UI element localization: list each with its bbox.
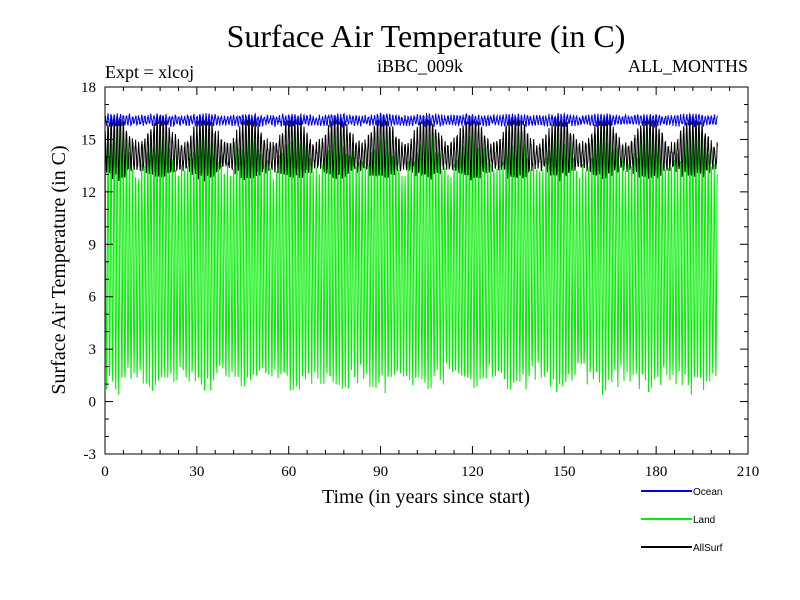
x-tick-label: 60 xyxy=(281,464,296,480)
series-line-allsurf xyxy=(104,112,718,182)
legend: Ocean Land AllSurf xyxy=(641,487,723,554)
y-axis-label: Surface Air Temperature (in C) xyxy=(48,145,70,394)
legend-label-allsurf: AllSurf xyxy=(693,543,723,554)
y-tick-label: -3 xyxy=(84,447,97,463)
subtitle-left: Expt = xlcoj xyxy=(105,62,194,82)
series-layer xyxy=(104,111,718,396)
y-tick-label: 9 xyxy=(89,237,97,253)
y-tick-label: 12 xyxy=(81,185,96,201)
x-tick-label: 0 xyxy=(101,464,109,480)
series-line-land xyxy=(104,123,718,396)
legend-label-land: Land xyxy=(693,515,715,526)
x-tick-label: 30 xyxy=(189,464,204,480)
chart-title: Surface Air Temperature (in C) xyxy=(227,18,626,54)
subtitle-center: iBBC_009k xyxy=(377,56,463,76)
series-line-ocean xyxy=(104,111,718,129)
x-tick-label: 180 xyxy=(645,464,668,480)
y-tick-label: 18 xyxy=(81,80,96,96)
y-tick-label: 3 xyxy=(89,342,97,358)
y-tick-label: 15 xyxy=(81,132,96,148)
plot-frame xyxy=(104,86,749,455)
x-tick-label: 150 xyxy=(553,464,576,480)
x-tick-label: 120 xyxy=(461,464,484,480)
x-axis-label: Time (in years since start) xyxy=(322,486,530,508)
y-tick-label: 6 xyxy=(89,290,97,306)
legend-label-ocean: Ocean xyxy=(693,487,722,498)
x-tick-label: 210 xyxy=(737,464,760,480)
subtitle-right: ALL_MONTHS xyxy=(628,56,748,76)
x-tick-label: 90 xyxy=(373,464,388,480)
y-tick-label: 0 xyxy=(89,395,97,411)
